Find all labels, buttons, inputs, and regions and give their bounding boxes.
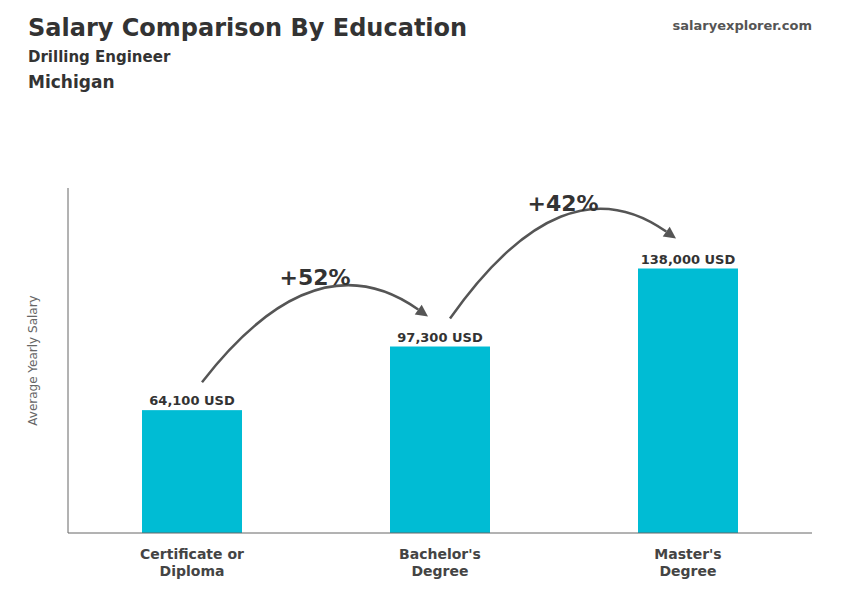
svg-text:138,000 USD: 138,000 USD [641,252,736,267]
svg-text:Average Yearly Salary: Average Yearly Salary [26,295,40,425]
html-text:Salary Comparison By Education: Salary Comparison By Education [28,14,468,42]
svg-text:+52%: +52% [279,265,350,290]
svg-text:Bachelor'sDegree: Bachelor'sDegree [399,546,481,579]
html-text:Drilling Engineer: Drilling Engineer [28,48,171,66]
svg-text:Certificate orDiploma: Certificate orDiploma [140,546,244,579]
svg-text:97,300 USD: 97,300 USD [397,330,483,345]
svg-text:Master'sDegree: Master'sDegree [654,546,721,579]
svg-text:64,100 USD: 64,100 USD [149,393,235,408]
svg-text:+42%: +42% [527,191,598,216]
html-text:salaryexplorer.com: salaryexplorer.com [672,18,812,33]
html-text:Michigan: Michigan [28,72,115,92]
